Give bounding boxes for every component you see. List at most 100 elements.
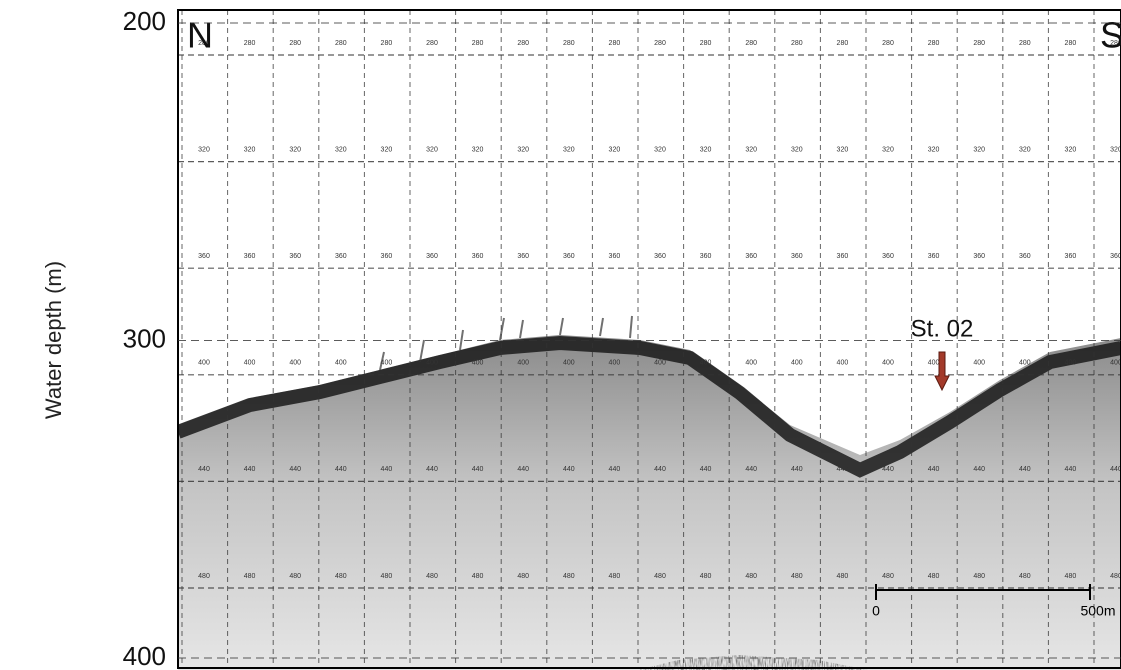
recorder-depth-label: 280 [426, 40, 438, 47]
station-arrow [935, 352, 949, 390]
recorder-depth-label: 360 [198, 253, 210, 260]
recorder-depth-label: 400 [517, 360, 529, 367]
recorder-depth-label: 480 [654, 573, 666, 580]
recorder-depth-label: 400 [609, 360, 621, 367]
recorder-depth-label: 280 [882, 40, 894, 47]
north-label: N [187, 15, 213, 56]
recorder-depth-label: 440 [1019, 466, 1031, 473]
recorder-depth-label: 400 [837, 360, 849, 367]
recorder-depth-label: 280 [928, 40, 940, 47]
recorder-depth-label: 440 [335, 466, 347, 473]
recorder-depth-label: 440 [472, 466, 484, 473]
recorder-depth-label: 480 [1065, 573, 1077, 580]
y-tick-label: 400 [123, 641, 166, 670]
recorder-depth-label: 480 [244, 573, 256, 580]
recorder-depth-label: 400 [244, 360, 256, 367]
recorder-depth-label: 280 [472, 40, 484, 47]
recorder-depth-label: 280 [335, 40, 347, 47]
recorder-depth-label: 400 [381, 360, 393, 367]
recorder-depth-label: 280 [973, 40, 985, 47]
recorder-depth-label: 320 [426, 146, 438, 153]
recorder-depth-label: 320 [973, 146, 985, 153]
recorder-depth-label: 440 [837, 466, 849, 473]
recorder-depth-label: 440 [198, 466, 210, 473]
recorder-depth-label: 280 [791, 40, 803, 47]
recorder-depth-label: 360 [837, 253, 849, 260]
recorder-depth-label: 320 [244, 146, 256, 153]
recorder-depth-label: 440 [609, 466, 621, 473]
recorder-depth-label: 320 [837, 146, 849, 153]
recorder-depth-label: 480 [791, 573, 803, 580]
recorder-depth-label: 480 [289, 573, 301, 580]
recorder-depth-label: 400 [289, 360, 301, 367]
recorder-depth-label: 480 [745, 573, 757, 580]
recorder-depth-label: 280 [289, 40, 301, 47]
recorder-depth-label: 360 [745, 253, 757, 260]
recorder-depth-label: 360 [563, 253, 575, 260]
recorder-depth-label: 320 [791, 146, 803, 153]
recorder-depth-label: 320 [700, 146, 712, 153]
recorder-depth-label: 280 [700, 40, 712, 47]
recorder-depth-label: 440 [654, 466, 666, 473]
recorder-depth-label: 400 [335, 360, 347, 367]
recorder-depth-label: 440 [1065, 466, 1077, 473]
recorder-depth-label: 400 [1110, 360, 1121, 367]
recorder-depth-label: 440 [563, 466, 575, 473]
recorder-depth-label: 280 [745, 40, 757, 47]
recorder-depth-label: 400 [1019, 360, 1031, 367]
recorder-depth-label: 440 [517, 466, 529, 473]
recorder-depth-label: 440 [973, 466, 985, 473]
recorder-depth-label: 320 [928, 146, 940, 153]
recorder-depth-label: 400 [426, 360, 438, 367]
recorder-depth-label: 360 [654, 253, 666, 260]
recorder-depth-label: 360 [700, 253, 712, 260]
recorder-depth-label: 400 [791, 360, 803, 367]
recorder-depth-label: 400 [973, 360, 985, 367]
recorder-depth-label: 360 [609, 253, 621, 260]
recorder-depth-label: 480 [973, 573, 985, 580]
recorder-depth-label: 320 [289, 146, 301, 153]
y-tick-label: 200 [123, 6, 166, 36]
recorder-depth-label: 320 [335, 146, 347, 153]
recorder-depth-label: 360 [426, 253, 438, 260]
recorder-depth-label: 360 [973, 253, 985, 260]
recorder-depth-label: 480 [472, 573, 484, 580]
recorder-depth-label: 320 [563, 146, 575, 153]
y-tick-label: 300 [123, 323, 166, 353]
recorder-depth-label: 360 [1065, 253, 1077, 260]
recorder-depth-label: 480 [1110, 573, 1121, 580]
figure: 280 280 280 280 280 280 280 280 280 280 280 280 280 2… [0, 0, 1121, 670]
recorder-depth-label: 400 [654, 360, 666, 367]
echogram [178, 316, 1121, 670]
recorder-depth-label: 480 [1019, 573, 1031, 580]
recorder-depth-label: 440 [289, 466, 301, 473]
recorder-depth-label: 320 [1065, 146, 1077, 153]
recorder-depth-label: 360 [928, 253, 940, 260]
recorder-depth-label: 480 [837, 573, 849, 580]
recorder-depth-label: 280 [609, 40, 621, 47]
recorder-depth-label: 320 [472, 146, 484, 153]
recorder-depth-label: 400 [928, 360, 940, 367]
recorder-depth-label: 320 [882, 146, 894, 153]
recorder-depth-label: 440 [700, 466, 712, 473]
recorder-depth-label: 440 [381, 466, 393, 473]
recorder-depth-label: 360 [289, 253, 301, 260]
recorder-depth-label: 320 [654, 146, 666, 153]
recorder-depth-label: 320 [517, 146, 529, 153]
recorder-depth-label: 440 [791, 466, 803, 473]
recorder-depth-label: 480 [700, 573, 712, 580]
recorder-depth-label: 280 [381, 40, 393, 47]
recorder-depth-label: 360 [335, 253, 347, 260]
scale-start: 0 [872, 603, 880, 619]
recorder-depth-label: 440 [928, 466, 940, 473]
recorder-depth-label: 400 [745, 360, 757, 367]
recorder-depth-label: 280 [244, 40, 256, 47]
recorder-depth-label: 280 [1065, 40, 1077, 47]
recorder-depth-label: 400 [700, 360, 712, 367]
recorder-depth-label: 360 [791, 253, 803, 260]
scale-end: 500m [1080, 603, 1115, 619]
recorder-depth-label: 480 [609, 573, 621, 580]
recorder-depth-label: 400 [563, 360, 575, 367]
recorder-depth-label: 440 [244, 466, 256, 473]
recorder-depth-label: 440 [1110, 466, 1121, 473]
